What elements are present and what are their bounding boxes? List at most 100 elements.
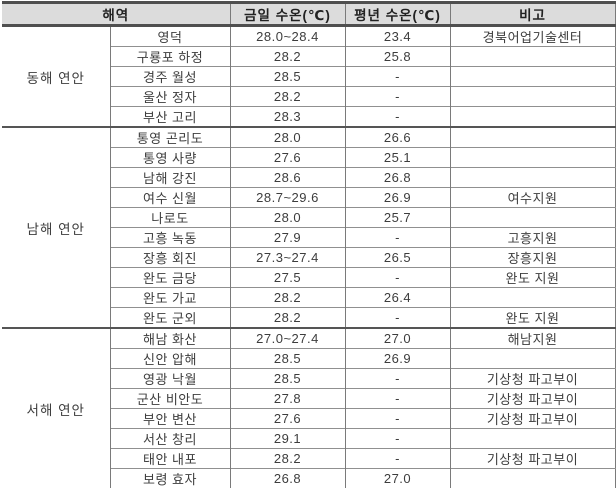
note-cell: 기상청 파고부이: [449, 448, 615, 469]
note-cell: 기상청 파고부이: [449, 408, 615, 429]
note-cell: [449, 86, 615, 107]
station-cell: 완도 가교: [109, 287, 230, 308]
header-average-temp: 평년 수온(℃): [344, 2, 450, 27]
table-row: 서해 연안 해남 화산 27.0~27.4 27.0 해남지원: [2, 327, 615, 488]
avg-cell: -: [344, 227, 450, 248]
region-cell: 서해 연안: [2, 327, 110, 488]
today-cell: 27.5: [229, 267, 345, 288]
note-cell: [449, 147, 615, 168]
header-remarks: 비고: [449, 2, 615, 27]
today-cell: 28.2: [229, 287, 345, 308]
table-row: 군산 비안도 27.8- 기상청 파고부이: [2, 388, 615, 409]
today-cell: 29.1: [229, 428, 345, 449]
table-row: 구룡포 하정 28.2 25.8: [2, 46, 615, 67]
avg-cell: 26.5: [344, 247, 450, 268]
avg-cell: 26.4: [344, 287, 450, 308]
station-cell: 구룡포 하정: [109, 46, 230, 67]
avg-cell: -: [344, 408, 450, 429]
station-cell: 남해 강진: [109, 167, 230, 188]
avg-cell: 25.7: [344, 207, 450, 228]
station-cell: 서산 창리: [109, 428, 230, 449]
station-cell: 군산 비안도: [109, 388, 230, 409]
today-cell: 28.5: [229, 348, 345, 369]
region-cell: 남해 연안: [2, 126, 110, 328]
note-cell: 경북어업기술센터: [449, 25, 615, 47]
today-cell: 27.8: [229, 388, 345, 409]
note-cell: 여수지원: [449, 187, 615, 208]
station-cell: 완도 금당: [109, 267, 230, 288]
note-cell: [449, 207, 615, 228]
table-row: 나로도 28.0 25.7: [2, 207, 615, 228]
avg-cell: 27.0: [344, 327, 450, 349]
today-cell: 28.0~28.4: [229, 25, 345, 47]
note-cell: 완도 지원: [449, 267, 615, 288]
station-cell: 영덕: [109, 25, 230, 47]
station-cell: 나로도: [109, 207, 230, 228]
note-cell: 기상청 파고부이: [449, 388, 615, 409]
today-cell: 28.5: [229, 66, 345, 87]
station-cell: 해남 화산: [109, 327, 230, 349]
note-cell: 고흥지원: [449, 227, 615, 248]
avg-cell: 26.9: [344, 348, 450, 369]
table-row: 보령 효자 26.8 27.0: [2, 468, 615, 488]
station-cell: 통영 사량: [109, 147, 230, 168]
avg-cell: -: [344, 428, 450, 449]
station-cell: 보령 효자: [109, 468, 230, 488]
today-cell: 28.5: [229, 368, 345, 389]
today-cell: 28.2: [229, 448, 345, 469]
today-cell: 28.2: [229, 86, 345, 107]
avg-cell: 26.6: [344, 126, 450, 148]
note-cell: [449, 106, 615, 127]
today-cell: 28.0: [229, 207, 345, 228]
table-row: 남해 연안 통영 곤리도 28.0 26.6: [2, 126, 615, 328]
today-cell: 27.3~27.4: [229, 247, 345, 268]
station-cell: 부산 고리: [109, 106, 230, 127]
avg-cell: -: [344, 307, 450, 328]
today-cell: 27.9: [229, 227, 345, 248]
avg-cell: 27.0: [344, 468, 450, 488]
today-cell: 28.2: [229, 307, 345, 328]
note-cell: [449, 348, 615, 369]
table-row: 부안 변산 27.6- 기상청 파고부이: [2, 408, 615, 429]
note-cell: [449, 167, 615, 188]
avg-cell: 26.9: [344, 187, 450, 208]
note-cell: [449, 46, 615, 67]
table-row: 태안 내포 28.2- 기상청 파고부이: [2, 448, 615, 469]
table-row: 고흥 녹동 27.9- 고흥지원: [2, 227, 615, 248]
note-cell: 해남지원: [449, 327, 615, 349]
table-row: 신안 압해 28.5 26.9: [2, 348, 615, 369]
avg-cell: 25.1: [344, 147, 450, 168]
today-cell: 28.6: [229, 167, 345, 188]
today-cell: 28.2: [229, 46, 345, 67]
table-row: 완도 가교 28.2 26.4: [2, 287, 615, 308]
station-cell: 신안 압해: [109, 348, 230, 369]
station-cell: 영광 낙월: [109, 368, 230, 389]
today-cell: 27.6: [229, 147, 345, 168]
note-cell: [449, 66, 615, 87]
note-cell: [449, 126, 615, 148]
table-row: 여수 신월 28.7~29.6 26.9 여수지원: [2, 187, 615, 208]
header-row: 해역 금일 수온(℃) 평년 수온(℃) 비고: [2, 2, 615, 27]
note-cell: 장흥지원: [449, 247, 615, 268]
avg-cell: -: [344, 66, 450, 87]
station-cell: 여수 신월: [109, 187, 230, 208]
station-cell: 경주 월성: [109, 66, 230, 87]
avg-cell: -: [344, 86, 450, 107]
note-cell: 완도 지원: [449, 307, 615, 328]
station-cell: 장흥 회진: [109, 247, 230, 268]
station-cell: 울산 정자: [109, 86, 230, 107]
today-cell: 28.3: [229, 106, 345, 127]
temperature-table-body: 동해 연안 영덕 28.0~28.4 23.4 경북어업기술센터 구룡포 하정 28.2 25…: [2, 25, 615, 488]
station-cell: 태안 내포: [109, 448, 230, 469]
region-cell: 동해 연안: [2, 25, 110, 127]
table-row: 서산 창리 29.1-: [2, 428, 615, 449]
table-row: 울산 정자 28.2-: [2, 86, 615, 107]
table-row: 통영 사량 27.6 25.1: [2, 147, 615, 168]
table-row: 남해 강진 28.6 26.8: [2, 167, 615, 188]
station-cell: 완도 군외: [109, 307, 230, 328]
table-row: 영광 낙월 28.5- 기상청 파고부이: [2, 368, 615, 389]
today-cell: 27.0~27.4: [229, 327, 345, 349]
table-row: 부산 고리 28.3-: [2, 106, 615, 127]
